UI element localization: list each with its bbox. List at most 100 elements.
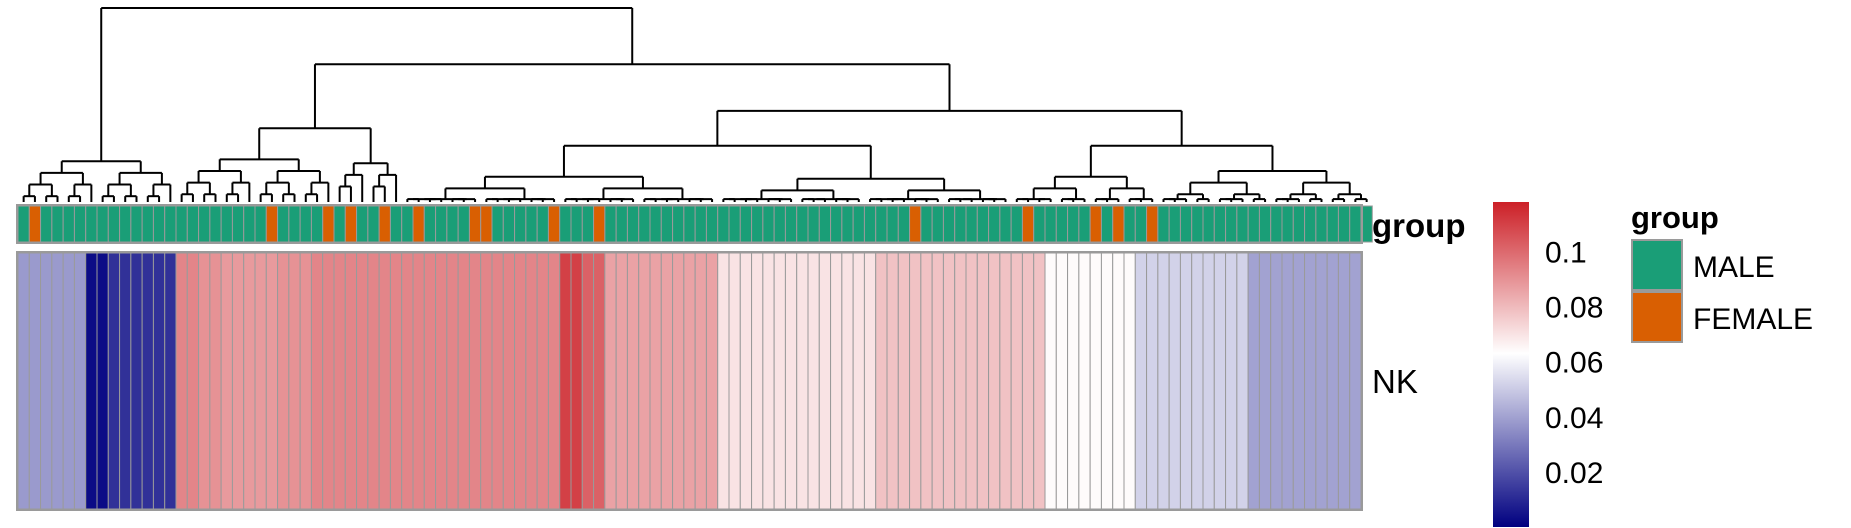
heatmap-cell xyxy=(367,252,380,510)
heatmap-cell xyxy=(1179,252,1193,510)
heatmap-cell xyxy=(85,252,98,510)
group-annotation-track xyxy=(17,205,1373,243)
annotation-cell xyxy=(909,205,922,243)
heatmap-cell xyxy=(942,252,956,510)
annotation-cell xyxy=(739,205,753,243)
annotation-cell xyxy=(423,205,437,243)
heatmap-cell xyxy=(570,252,583,510)
annotation-cell xyxy=(1134,205,1148,243)
heatmap-cell xyxy=(694,252,707,510)
annotation-cell xyxy=(841,205,854,243)
heatmap-border xyxy=(16,251,1363,511)
annotation-cell xyxy=(1202,205,1215,243)
annotation-cell xyxy=(265,205,279,243)
heatmap-cell xyxy=(175,252,188,510)
annotation-cell xyxy=(1089,205,1102,243)
heatmap-cell xyxy=(344,252,358,510)
legend-label-male: MALE xyxy=(1693,251,1775,284)
annotation-cell xyxy=(457,205,470,243)
annotation-cell xyxy=(502,205,516,243)
heatmap-cell xyxy=(62,252,75,510)
annotation-cell xyxy=(1157,205,1170,243)
annotation-cell xyxy=(965,205,978,243)
annotation-cell xyxy=(51,205,64,243)
heatmap-cell xyxy=(897,252,911,510)
heatmap-cell xyxy=(1258,252,1272,510)
heatmap-cell xyxy=(17,252,30,510)
annotation-cell xyxy=(231,205,245,243)
annotation-cell xyxy=(1326,205,1339,243)
legend-label-female: FEMALE xyxy=(1693,303,1813,336)
annotation-cell xyxy=(107,205,121,243)
heatmap-cell xyxy=(875,252,888,510)
annotation-cell xyxy=(942,205,956,243)
annotation-cell xyxy=(412,205,425,243)
annotation-cell xyxy=(660,205,674,243)
heatmap-cell xyxy=(1067,252,1080,510)
annotation-cell xyxy=(1213,205,1227,243)
color-scale-tick-label: 0.04 xyxy=(1545,402,1603,435)
heatmap-cell xyxy=(322,252,335,510)
heatmap-cell xyxy=(310,252,324,510)
annotation-cell xyxy=(1247,205,1260,243)
legend-title: group xyxy=(1631,200,1719,235)
heatmap-cell xyxy=(423,252,437,510)
annotation-cell xyxy=(954,205,967,243)
heatmap-cell xyxy=(1089,252,1102,510)
annotation-cell xyxy=(988,205,1001,243)
annotation-cell xyxy=(1236,205,1249,243)
annotation-cell xyxy=(209,205,222,243)
heatmap-cell xyxy=(1033,252,1046,510)
annotation-cell xyxy=(1021,205,1035,243)
annotation-cell xyxy=(1191,205,1204,243)
heatmap-cell xyxy=(1100,252,1114,510)
color-scale-tick-label: 0.06 xyxy=(1545,347,1603,380)
annotation-cell xyxy=(897,205,911,243)
heatmap-cell xyxy=(909,252,922,510)
annotation-cell xyxy=(593,205,606,243)
heatmap-cell xyxy=(965,252,978,510)
annotation-cell xyxy=(683,205,696,243)
annotation-cell xyxy=(119,205,132,243)
annotation-cell xyxy=(175,205,188,243)
annotation-cell xyxy=(875,205,888,243)
heatmap-cell xyxy=(1191,252,1204,510)
annotation-cell xyxy=(547,205,561,243)
annotation-cell xyxy=(672,205,685,243)
annotation-cell xyxy=(401,205,414,243)
annotation-cell xyxy=(581,205,595,243)
heatmap-cell xyxy=(1168,252,1181,510)
annotation-cell xyxy=(288,205,301,243)
heatmap-cell xyxy=(1055,252,1069,510)
heatmap-cell xyxy=(863,252,877,510)
heatmap-cell xyxy=(1010,252,1023,510)
annotation-cell xyxy=(773,205,786,243)
heatmap-cell xyxy=(356,252,369,510)
annotation-cell xyxy=(1067,205,1080,243)
heatmap-cell xyxy=(728,252,741,510)
annotation-cell xyxy=(356,205,369,243)
heatmap-cell xyxy=(976,252,990,510)
heatmap-cell xyxy=(1157,252,1170,510)
heatmap-cell xyxy=(1236,252,1249,510)
heatmap-cell xyxy=(96,252,109,510)
color-scale-tick-label: 0.08 xyxy=(1545,292,1603,325)
annotation-cell xyxy=(152,205,166,243)
heatmap-cell xyxy=(40,252,53,510)
heatmap-cell xyxy=(333,252,346,510)
heatmap-cell xyxy=(277,252,290,510)
annotation-cell xyxy=(333,205,346,243)
heatmap-cell xyxy=(536,252,549,510)
annotation-cell xyxy=(626,205,640,243)
heatmap-cell xyxy=(807,252,820,510)
legend-entries: MALE FEMALE xyxy=(1631,239,1813,343)
annotation-cell xyxy=(1033,205,1046,243)
annotation-cell xyxy=(863,205,877,243)
color-scale-ticks: 0.02 0.04 0.06 0.08 0.1 xyxy=(1545,237,1603,490)
heatmap-cell xyxy=(1326,252,1339,510)
heatmap-cell xyxy=(209,252,222,510)
heatmap-cell xyxy=(141,252,154,510)
heatmap-cell xyxy=(152,252,166,510)
heatmap-cell xyxy=(660,252,674,510)
